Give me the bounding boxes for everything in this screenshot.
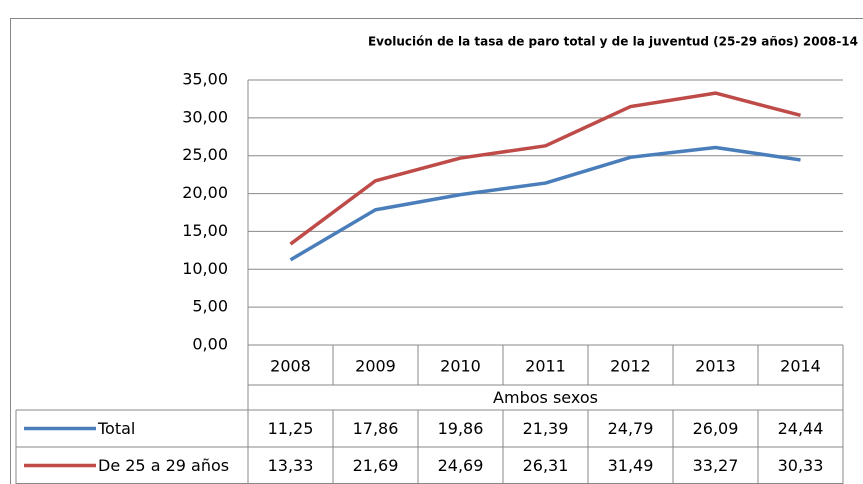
table-value: 21,39 [523, 419, 569, 438]
y-tick-label: 25,00 [182, 145, 228, 164]
table-value: 13,33 [268, 456, 314, 475]
table-value: 24,79 [608, 419, 654, 438]
x-tick-label: 2013 [695, 357, 736, 376]
legend-label: Total [97, 419, 135, 438]
y-tick-label: 15,00 [182, 221, 228, 240]
table-value: 24,44 [778, 419, 824, 438]
x-tick-label: 2009 [355, 357, 396, 376]
legend-label: De 25 a 29 años [98, 456, 229, 475]
y-tick-label: 10,00 [182, 259, 228, 278]
table-value: 19,86 [438, 419, 484, 438]
series-line [289, 145, 801, 262]
table-value: 11,25 [268, 419, 314, 438]
x-tick-label: 2012 [610, 357, 651, 376]
y-tick-label: 35,00 [182, 70, 228, 89]
y-tick-label: 5,00 [192, 297, 228, 316]
y-tick-label: 20,00 [182, 183, 228, 202]
x-tick-label: 2011 [525, 357, 566, 376]
table-value: 31,49 [608, 456, 654, 475]
y-tick-label: 30,00 [182, 107, 228, 126]
chart-title: Evolución de la tasa de paro total y de … [368, 35, 858, 49]
table-value: 26,09 [693, 419, 739, 438]
x-tick-label: 2014 [780, 357, 821, 376]
x-tick-label: 2010 [440, 357, 481, 376]
table-value: 30,33 [778, 456, 824, 475]
series-line [289, 91, 801, 246]
chart-border [10, 18, 863, 484]
x-tick-label: 2008 [270, 357, 311, 376]
table-value: 33,27 [693, 456, 739, 475]
table-value: 24,69 [438, 456, 484, 475]
x-axis-label: Ambos sexos [493, 388, 598, 407]
table-value: 17,86 [353, 419, 399, 438]
table-value: 26,31 [523, 456, 569, 475]
y-tick-label: 0,00 [192, 335, 228, 354]
table-value: 21,69 [353, 456, 399, 475]
